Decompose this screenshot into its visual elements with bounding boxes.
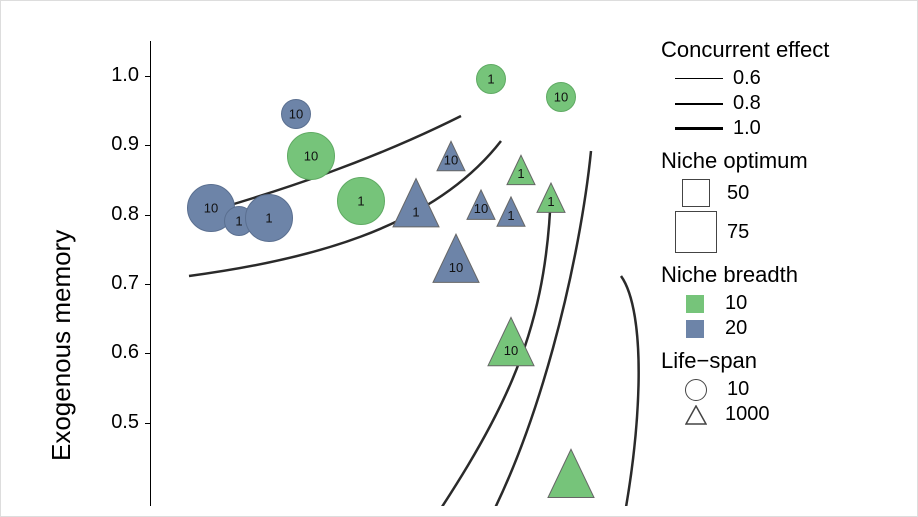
y-tick	[145, 423, 151, 424]
legend-item-label: 0.8	[733, 92, 761, 115]
legend-item-label: 10	[727, 378, 749, 401]
y-tick-label: 0.9	[91, 133, 139, 156]
data-point-label: 1	[487, 72, 494, 87]
data-point-label: 1	[507, 208, 514, 223]
y-axis-label: Exogenous memory	[46, 230, 77, 461]
y-tick	[145, 76, 151, 77]
data-point-label: 10	[554, 89, 568, 104]
plot-area: 1 10 10 1 10 1 1 10 10 1 1 10 10 1 1 10	[151, 41, 651, 506]
y-tick-label: 0.7	[91, 272, 139, 295]
legend-swatch	[682, 179, 710, 207]
data-point-label: 10	[204, 200, 218, 215]
legend-swatch	[675, 211, 717, 253]
data-point	[433, 234, 479, 282]
legend-item: 50	[675, 178, 829, 208]
legend-section-title: Niche optimum	[661, 148, 829, 174]
y-tick	[145, 353, 151, 354]
data-point: 10	[287, 132, 335, 180]
data-point-label: 1	[547, 194, 554, 209]
legend-item: 10	[675, 292, 829, 315]
y-tick	[145, 215, 151, 216]
legend-item: 1000	[675, 403, 829, 426]
data-point-label: 1	[265, 210, 272, 225]
y-tick	[145, 284, 151, 285]
legend-item-label: 10	[725, 292, 747, 315]
data-point: 10	[281, 99, 311, 129]
legend-swatch	[686, 320, 704, 338]
legend-swatch	[685, 379, 707, 401]
data-point-label: 10	[289, 106, 303, 121]
data-point-label: 10	[504, 343, 518, 358]
data-point-label: 1	[357, 193, 364, 208]
legend-item: 20	[675, 317, 829, 340]
legend-item-label: 0.6	[733, 67, 761, 90]
legend-item: 0.6	[675, 67, 829, 90]
data-point-label: 10	[444, 152, 458, 167]
y-tick-label: 1.0	[91, 64, 139, 87]
data-point-label: 10	[449, 260, 463, 275]
data-point-label: 10	[474, 201, 488, 216]
data-point: 1	[245, 194, 293, 242]
y-tick-label: 0.8	[91, 203, 139, 226]
y-tick-label: 0.5	[91, 411, 139, 434]
y-axis-line	[150, 41, 151, 506]
legend-swatch	[675, 103, 723, 105]
data-point-label: 10	[304, 148, 318, 163]
plot-svg: 1 10 10 1 10 1 1 10	[151, 41, 651, 506]
data-point	[548, 449, 594, 497]
legend-item-label: 20	[725, 317, 747, 340]
data-point-label: 1	[517, 166, 524, 181]
data-point: 1	[476, 64, 506, 94]
contour-curve	[406, 191, 551, 506]
y-tick	[145, 145, 151, 146]
legend-swatch	[675, 127, 723, 130]
legend-swatch	[685, 405, 705, 425]
legend-item-label: 1000	[725, 403, 770, 426]
data-point-label: 1	[235, 214, 242, 229]
legend-section-title: Concurrent effect	[661, 37, 829, 63]
chart-container: Exogenous memory 110101101110 1011101011…	[0, 0, 918, 517]
legend-item-label: 75	[727, 221, 749, 244]
data-point-label: 1	[412, 204, 419, 219]
contour-curve	[611, 276, 639, 506]
legend-section-title: Niche breadth	[661, 262, 829, 288]
legend-item: 0.8	[675, 92, 829, 115]
legend-swatch	[675, 78, 723, 79]
legend-item: 75	[675, 210, 829, 254]
data-point: 1	[337, 177, 385, 225]
legend-item: 1.0	[675, 117, 829, 140]
legend-item-label: 50	[727, 182, 749, 205]
data-point: 10	[546, 82, 576, 112]
legend-item-label: 1.0	[733, 117, 761, 140]
legend-section-title: Life−span	[661, 348, 829, 374]
y-tick-label: 0.6	[91, 341, 139, 364]
legend: Concurrent effect 0.60.81.0 Niche optimum 5…	[661, 37, 829, 434]
legend-item: 10	[675, 378, 829, 401]
legend-swatch	[686, 295, 704, 313]
